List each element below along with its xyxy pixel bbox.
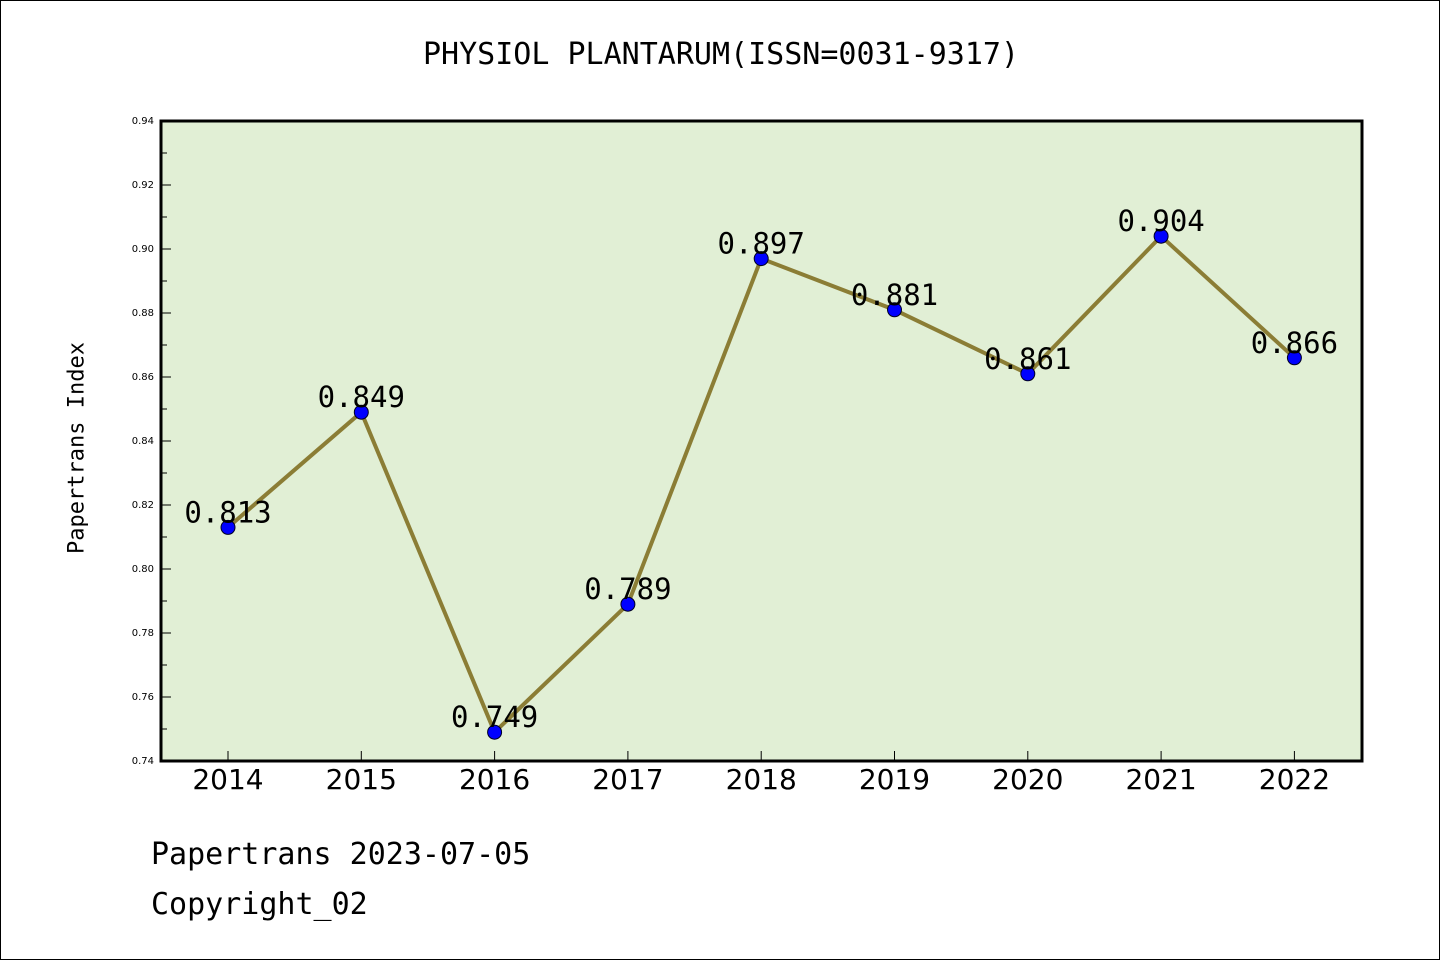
data-label: 0.904	[1117, 204, 1204, 238]
y-tick-label: 0.82	[132, 500, 154, 511]
plot-border	[159, 119, 1364, 763]
x-tick-label: 2018	[726, 763, 797, 796]
chart-title: PHYSIOL PLANTARUM(ISSN=0031-9317)	[422, 37, 1020, 72]
data-point	[353, 404, 369, 420]
x-tick-label: 2020	[992, 763, 1063, 796]
data-point	[487, 724, 503, 740]
data-point	[1286, 350, 1302, 366]
data-label: 0.897	[718, 227, 805, 261]
data-markers	[220, 228, 1302, 740]
y-tick-label: 0.80	[132, 564, 154, 575]
y-tick-label: 0.92	[132, 180, 154, 191]
data-label: 0.866	[1251, 326, 1338, 360]
plot-area	[161, 121, 1362, 761]
data-point	[887, 302, 902, 318]
data-label: 0.849	[318, 380, 405, 414]
data-point	[1020, 366, 1036, 382]
data-point	[753, 251, 769, 267]
y-tick-label: 0.84	[132, 436, 154, 447]
footer-date: Papertrans 2023-07-05	[151, 837, 531, 872]
data-label: 0.789	[584, 572, 671, 606]
data-label: 0.881	[851, 278, 938, 312]
data-labels: 0.813 0.849 0.749 0.789 0.897 0.881 0.861 0.904…	[184, 204, 1338, 734]
x-axis-ticks: 2014 2015 2016 2017 2018 2019 2020 2021 2022	[192, 751, 1330, 796]
y-tick-label: 0.90	[132, 244, 154, 255]
y-tick-label: 0.88	[132, 308, 154, 319]
y-axis-ticks: 0.74 0.76 0.78 0.80 0.82 0.84 0.86 0.88 0.90 0.92…	[132, 116, 171, 767]
data-point	[1153, 228, 1169, 244]
x-tick-label: 2015	[326, 763, 397, 796]
data-label: 0.813	[184, 495, 271, 529]
x-tick-label: 2014	[192, 763, 263, 796]
footer-copyright: Copyright_02	[151, 887, 368, 922]
data-point	[220, 519, 236, 535]
y-tick-label: 0.78	[132, 628, 154, 639]
x-tick-label: 2017	[592, 763, 663, 796]
data-label: 0.749	[451, 700, 538, 734]
data-label: 0.861	[984, 342, 1071, 376]
x-tick-label: 2022	[1259, 763, 1330, 796]
x-tick-label: 2016	[459, 763, 530, 796]
y-tick-label: 0.74	[132, 756, 154, 767]
y-tick-label: 0.86	[132, 372, 154, 383]
y-tick-label: 0.94	[132, 116, 154, 127]
x-tick-label: 2019	[859, 763, 930, 796]
y-tick-label: 0.76	[132, 692, 154, 703]
x-tick-label: 2021	[1125, 763, 1196, 796]
data-point	[620, 596, 636, 612]
